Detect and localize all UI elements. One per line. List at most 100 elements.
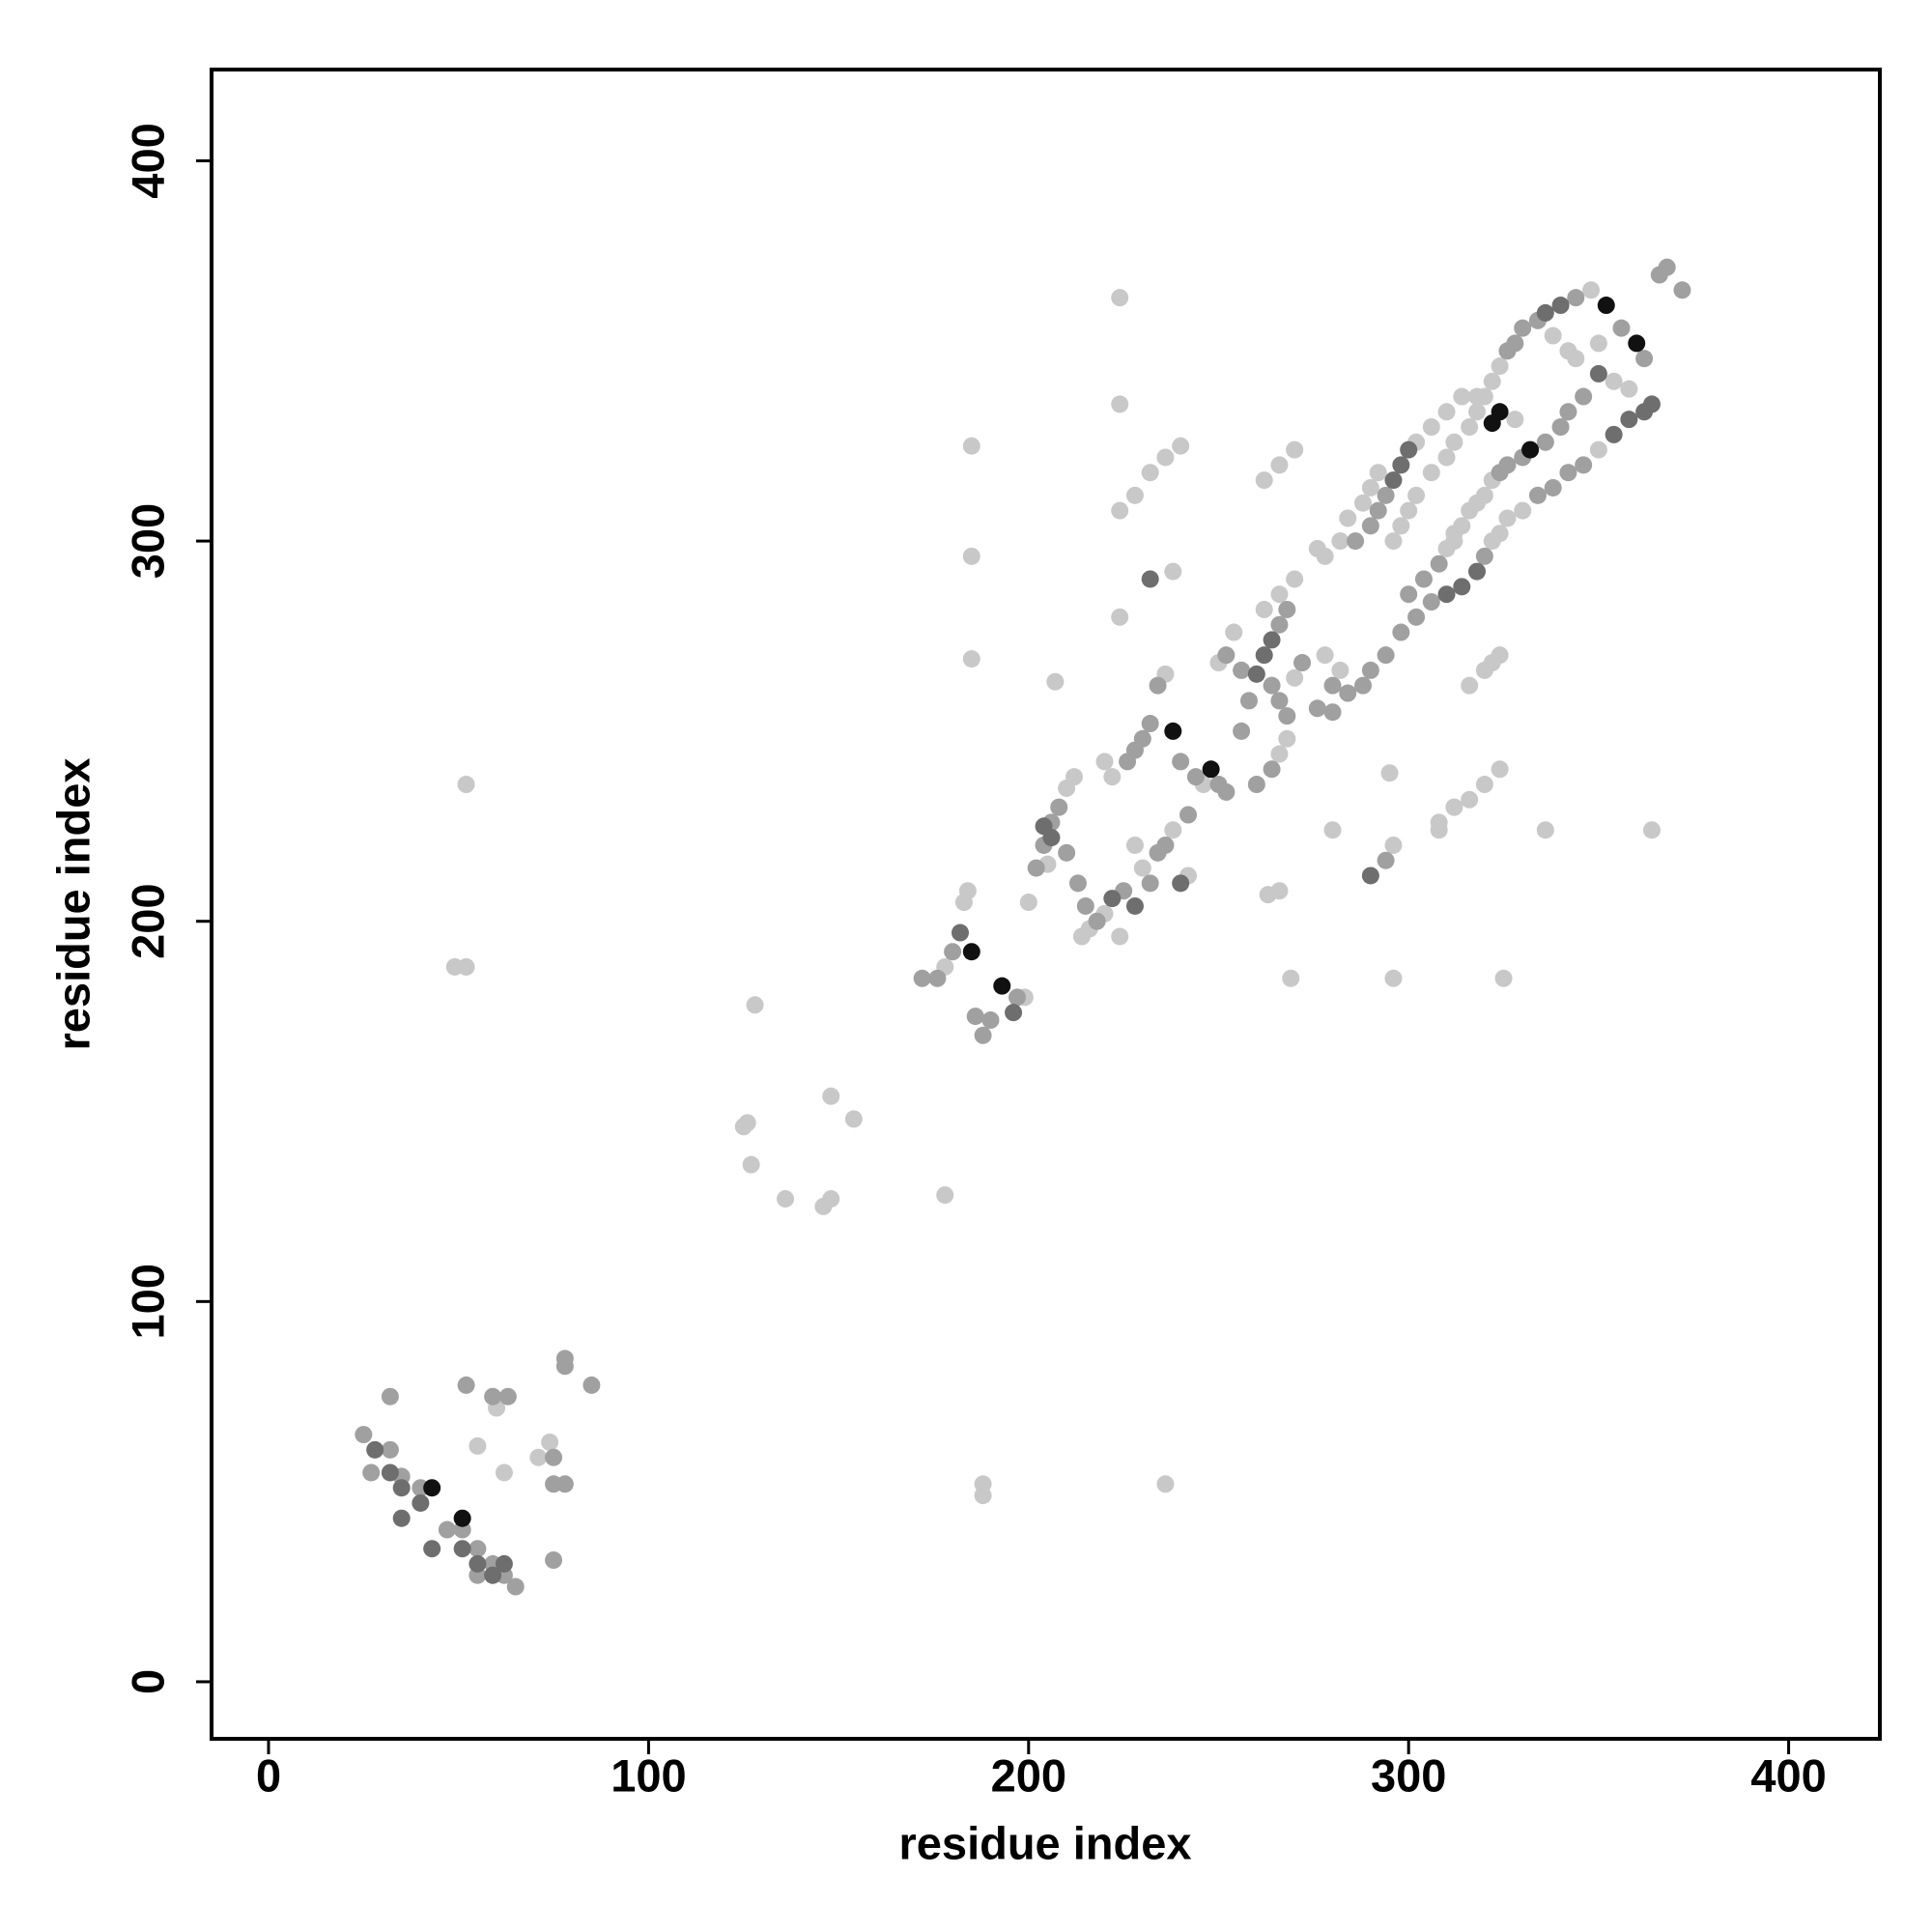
point <box>1589 440 1607 459</box>
point <box>1567 289 1585 307</box>
point <box>1347 532 1365 551</box>
point <box>555 1357 574 1376</box>
y-axis-label: residue index <box>47 758 99 1051</box>
point <box>1111 395 1129 413</box>
point <box>1202 760 1220 779</box>
point <box>1673 281 1691 299</box>
point <box>1255 471 1273 490</box>
point <box>1658 258 1676 276</box>
point <box>1323 703 1342 722</box>
point <box>1384 532 1403 551</box>
point <box>1095 753 1114 771</box>
point <box>1461 790 1479 809</box>
point <box>1270 692 1289 710</box>
point <box>1414 570 1433 588</box>
point <box>1008 988 1026 1007</box>
point <box>1407 486 1426 504</box>
point <box>1559 403 1577 421</box>
point <box>1620 411 1638 429</box>
point <box>1125 836 1144 854</box>
point <box>928 969 947 987</box>
point <box>457 776 475 794</box>
point <box>1164 722 1182 740</box>
point <box>1068 874 1087 893</box>
point <box>469 1554 487 1573</box>
point <box>381 1463 399 1482</box>
point <box>355 1426 373 1444</box>
point <box>1475 547 1493 565</box>
point <box>1111 608 1129 626</box>
point <box>1156 836 1175 854</box>
y-tick-label: 100 <box>122 1264 173 1339</box>
point <box>1392 456 1410 474</box>
point <box>1437 403 1456 421</box>
point <box>484 1387 502 1406</box>
point <box>392 1509 411 1527</box>
point <box>1133 859 1151 877</box>
point <box>1589 364 1607 383</box>
point <box>1551 297 1570 315</box>
point <box>1468 562 1487 581</box>
point <box>1536 821 1554 839</box>
point <box>1293 654 1312 672</box>
point <box>495 1463 513 1482</box>
point <box>412 1493 430 1512</box>
point <box>1514 501 1532 520</box>
point <box>1400 501 1418 520</box>
point <box>1125 896 1144 915</box>
x-tick-label: 400 <box>1750 1749 1826 1801</box>
point <box>1642 821 1661 839</box>
point <box>1103 768 1122 786</box>
point <box>1050 798 1068 816</box>
point <box>1186 768 1205 786</box>
point <box>1514 319 1532 337</box>
point <box>1263 676 1281 695</box>
point <box>1339 509 1357 527</box>
point <box>1141 464 1159 482</box>
point <box>457 1376 475 1394</box>
point <box>1528 486 1547 504</box>
point <box>962 437 980 455</box>
point <box>1605 425 1623 443</box>
point <box>362 1463 381 1482</box>
point <box>1422 418 1440 437</box>
point <box>1544 327 1562 345</box>
point <box>1575 387 1593 406</box>
point <box>1392 623 1410 641</box>
point <box>381 1440 399 1459</box>
point <box>1635 350 1654 368</box>
point <box>1582 281 1601 299</box>
point <box>1468 403 1487 421</box>
point <box>1125 486 1144 504</box>
point <box>1058 843 1076 862</box>
point <box>1286 570 1304 588</box>
point <box>1384 836 1403 854</box>
point <box>1217 646 1236 665</box>
point <box>392 1479 411 1497</box>
x-tick-label: 300 <box>1371 1749 1446 1801</box>
point <box>742 1155 760 1174</box>
point <box>1430 554 1448 573</box>
point <box>1141 715 1159 733</box>
point <box>1172 753 1190 771</box>
point <box>1331 661 1350 679</box>
point <box>1380 764 1399 782</box>
point <box>1172 437 1190 455</box>
point <box>1247 665 1265 683</box>
point <box>1491 357 1509 376</box>
point <box>438 1520 456 1539</box>
point <box>1270 456 1289 474</box>
y-tick-label: 0 <box>122 1669 173 1694</box>
point <box>1111 927 1129 946</box>
point <box>966 1008 984 1026</box>
point <box>457 957 475 976</box>
point <box>1353 676 1372 695</box>
point <box>1239 692 1258 710</box>
y-tick-label: 200 <box>122 884 173 959</box>
point <box>1642 395 1661 413</box>
point <box>1445 525 1463 543</box>
x-tick-label: 100 <box>611 1749 686 1801</box>
point <box>1217 782 1236 801</box>
point <box>1058 779 1076 797</box>
point <box>822 1087 840 1105</box>
